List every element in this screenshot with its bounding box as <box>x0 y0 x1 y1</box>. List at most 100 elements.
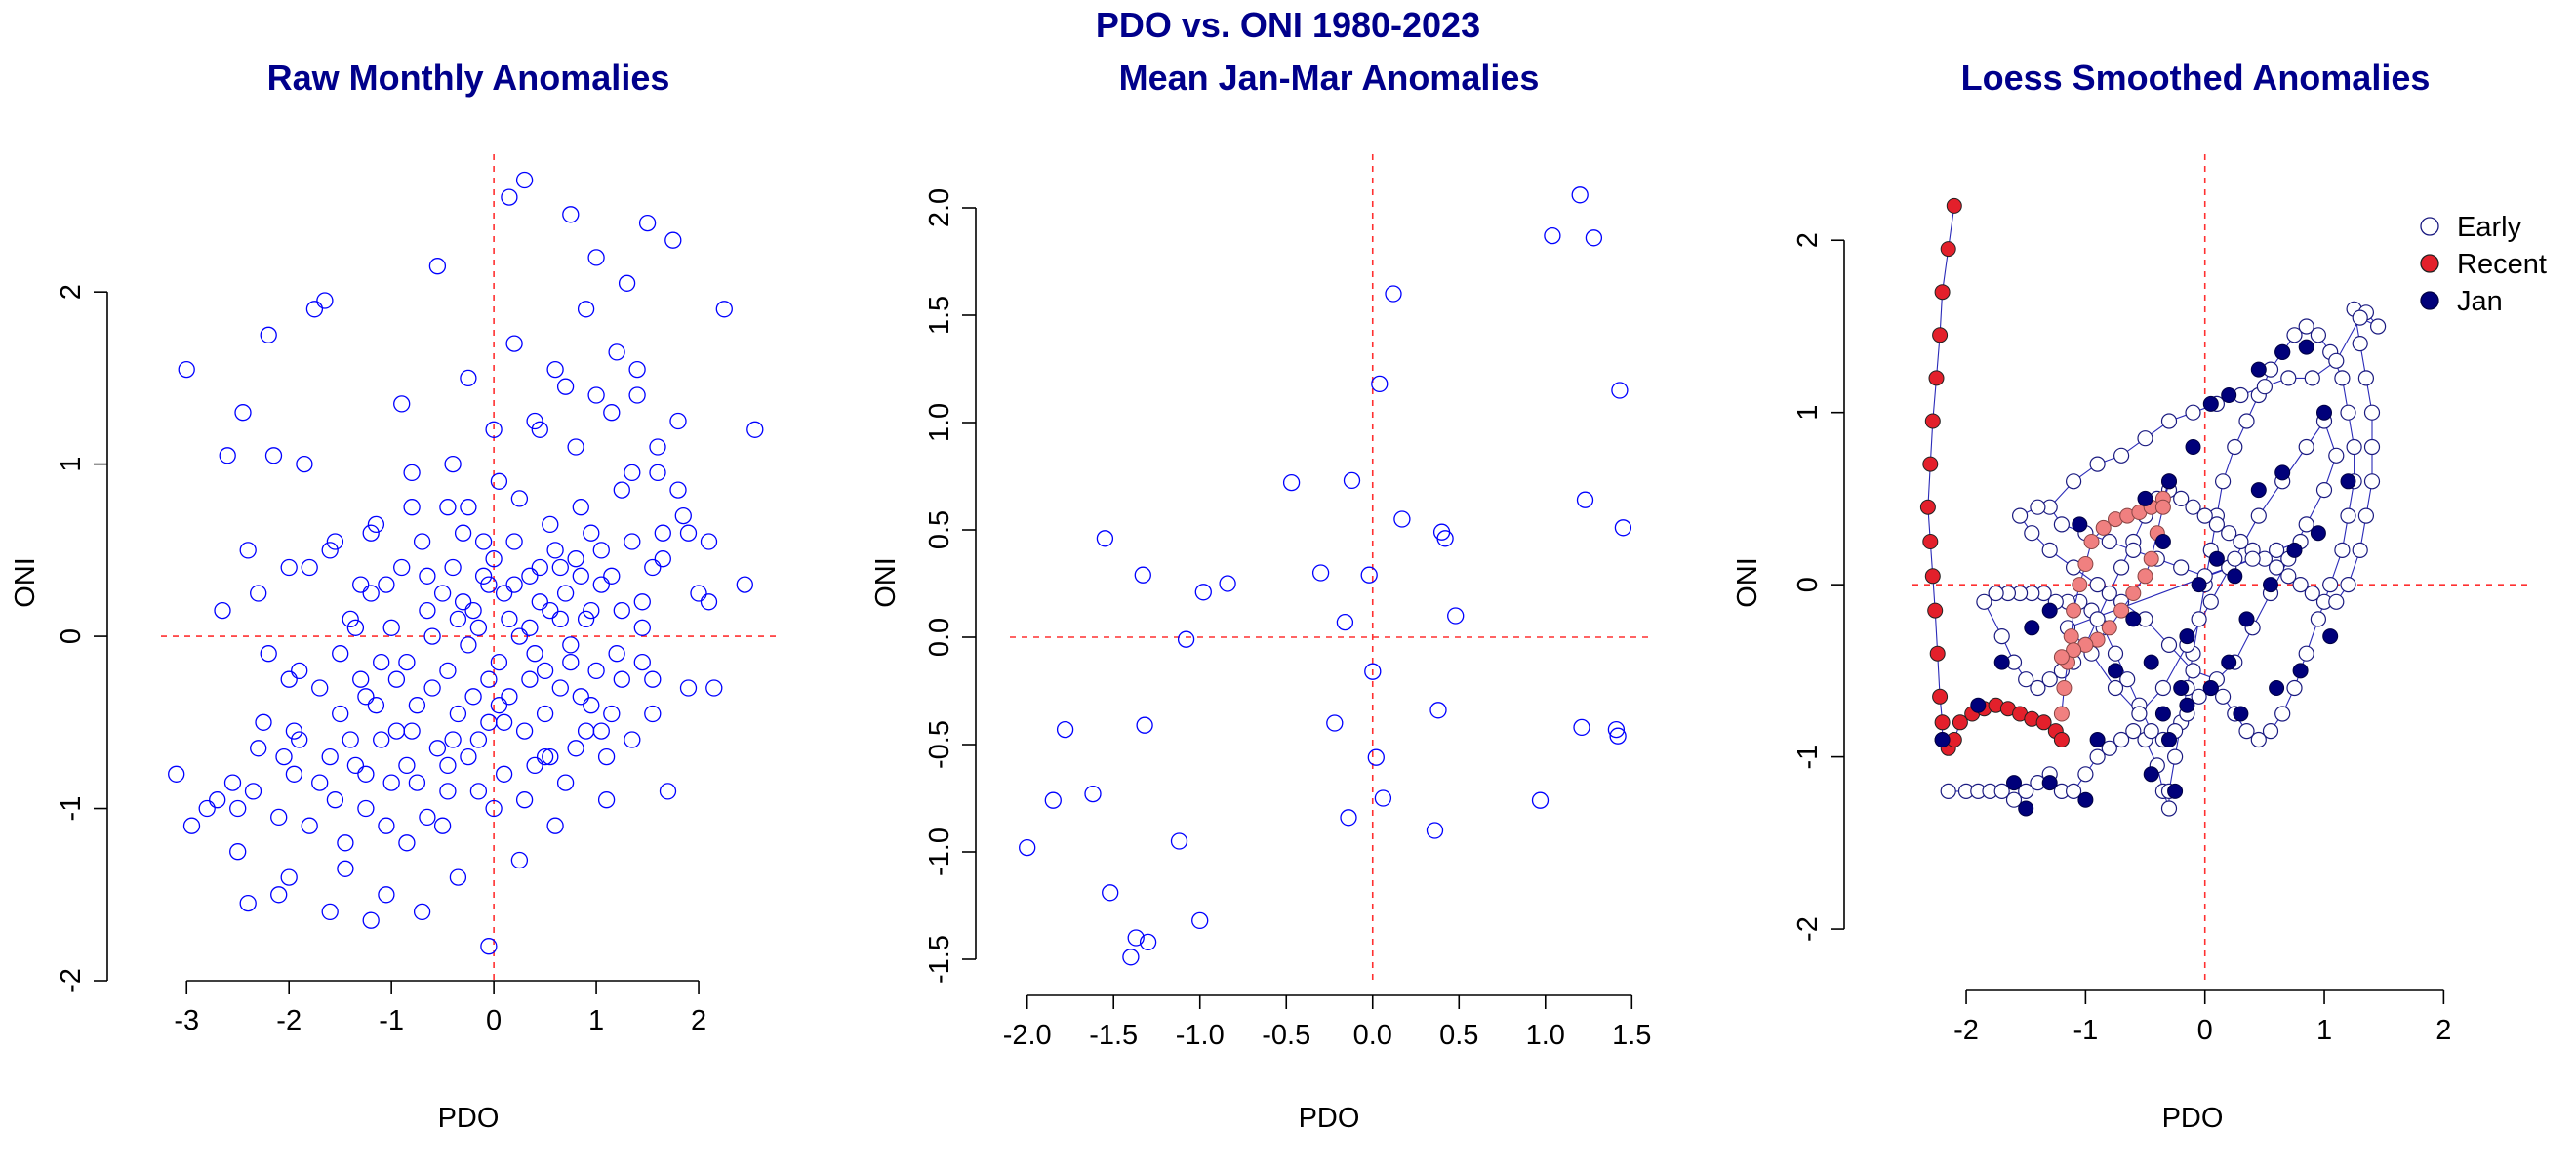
data-point <box>454 593 472 611</box>
recent-point <box>1934 284 1951 301</box>
data-point <box>633 653 651 671</box>
data-point <box>255 713 272 731</box>
data-point <box>474 533 493 550</box>
data-point <box>373 731 390 748</box>
x-tick-label: 1.0 <box>1526 1020 1565 1051</box>
data-point <box>311 679 329 697</box>
data-point <box>572 688 589 706</box>
data-point <box>419 601 436 620</box>
early-point <box>2113 731 2130 748</box>
x-tick-label: -1.0 <box>1176 1020 1225 1051</box>
data-point <box>305 301 324 318</box>
data-point <box>1311 564 1330 582</box>
data-point <box>387 670 406 688</box>
data-point <box>562 653 580 671</box>
data-point <box>219 447 236 464</box>
data-point <box>562 206 580 223</box>
data-point <box>239 542 257 559</box>
data-point <box>644 670 662 688</box>
data-point <box>301 558 318 577</box>
data-point <box>526 645 543 663</box>
data-point <box>495 765 513 783</box>
data-point <box>362 524 380 542</box>
early-point <box>2304 370 2320 386</box>
data-point <box>1326 714 1344 732</box>
x-axis-label: PDO <box>2162 1103 2224 1134</box>
early-point <box>2089 748 2106 765</box>
data-point <box>398 756 416 775</box>
data-point <box>505 576 523 593</box>
data-point <box>746 421 764 438</box>
x-tick-label: -2.0 <box>1003 1020 1052 1051</box>
data-point <box>526 412 543 430</box>
data-point <box>332 645 349 663</box>
x-tick-label: -2 <box>1953 1015 1979 1046</box>
early-point <box>2125 722 2142 740</box>
data-point <box>551 558 569 577</box>
y-tick-label: 1.0 <box>924 403 955 442</box>
data-point <box>408 774 426 791</box>
data-point <box>1019 838 1036 857</box>
data-point <box>644 705 662 723</box>
data-point <box>1219 575 1236 592</box>
jan-point <box>2179 697 2195 713</box>
early-point <box>2274 706 2291 722</box>
data-point <box>398 834 416 852</box>
data-point <box>679 679 698 697</box>
early-point <box>2221 525 2237 542</box>
data-point <box>403 464 421 482</box>
recent-point <box>1940 241 1956 258</box>
early-point <box>1976 593 1992 610</box>
data-point <box>700 593 718 611</box>
data-point <box>419 808 436 827</box>
data-point <box>1426 822 1444 839</box>
x-tick-label: 0.5 <box>1439 1020 1478 1051</box>
data-point <box>408 697 426 714</box>
early-point <box>2030 499 2046 515</box>
jan-point <box>2340 473 2356 490</box>
early-point <box>2310 327 2326 343</box>
early-point <box>2322 576 2339 593</box>
data-point <box>285 765 303 783</box>
data-point <box>296 455 313 473</box>
jan-point <box>2202 680 2219 696</box>
data-point <box>515 171 534 189</box>
legend-label-early: Early <box>2457 212 2522 243</box>
early-point <box>2363 404 2381 421</box>
data-point <box>583 524 600 542</box>
data-point <box>597 791 616 809</box>
data-point <box>1544 226 1561 245</box>
data-point <box>280 670 298 688</box>
data-point <box>209 791 226 809</box>
data-point <box>250 740 267 757</box>
early-point <box>2262 722 2279 740</box>
data-point <box>567 740 584 757</box>
jan-point <box>2221 654 2237 670</box>
jan-point <box>1993 654 2010 670</box>
early-point <box>2340 576 2356 593</box>
data-point <box>603 567 621 585</box>
data-point <box>270 886 288 904</box>
data-point <box>679 524 698 542</box>
early-point <box>2154 679 2171 697</box>
data-point <box>1573 718 1590 737</box>
data-point <box>587 386 605 404</box>
x-tick-label: 0 <box>2197 1015 2213 1046</box>
early-point <box>2280 568 2297 585</box>
data-point <box>628 360 646 379</box>
data-point <box>239 894 257 912</box>
data-point <box>270 808 288 827</box>
data-point <box>337 860 354 877</box>
early-point <box>1993 627 2010 645</box>
data-point <box>474 567 493 585</box>
data-point <box>515 722 534 740</box>
early-point <box>2024 525 2040 542</box>
data-point <box>603 404 621 422</box>
data-point <box>357 799 375 818</box>
x-tick-label: 1.5 <box>1612 1020 1651 1051</box>
x-tick-label: -0.5 <box>1262 1020 1310 1051</box>
data-point <box>705 679 723 697</box>
jan-point <box>2108 663 2123 679</box>
early-point <box>2030 679 2046 697</box>
data-point <box>536 662 554 680</box>
